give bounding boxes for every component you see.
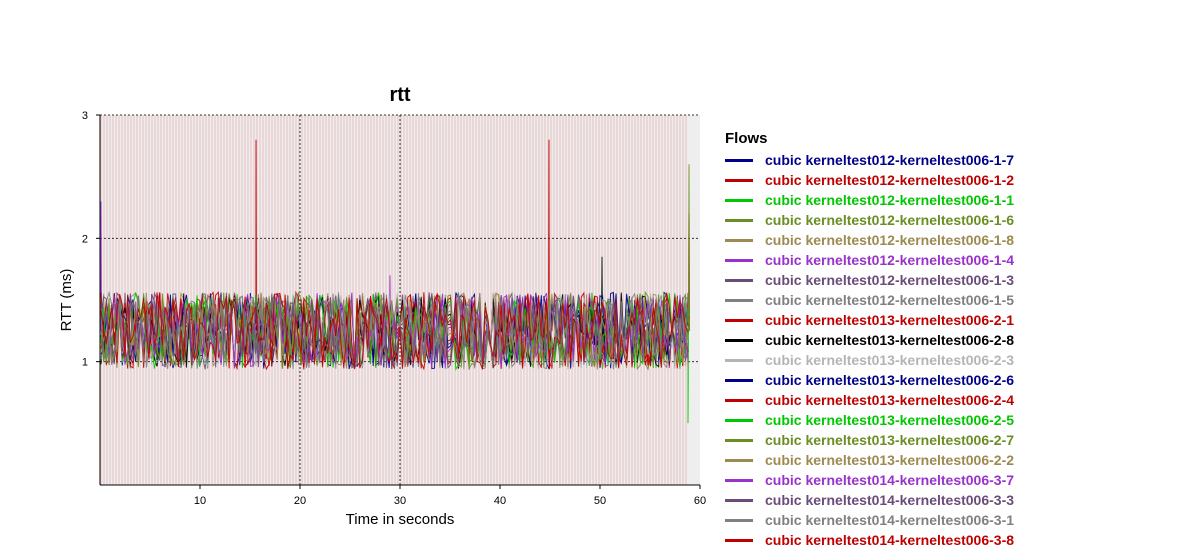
legend-swatch bbox=[725, 378, 753, 382]
x-tick-label-50: 50 bbox=[594, 495, 606, 507]
legend-items: cubic kerneltest012-kerneltest006-1-7 cub… bbox=[725, 150, 1195, 550]
legend-label: cubic kerneltest014-kerneltest006-3-3 bbox=[765, 492, 1015, 508]
legend-label: cubic kerneltest013-kerneltest006-2-3 bbox=[765, 352, 1015, 368]
series-line-19 bbox=[100, 292, 689, 370]
legend-item: cubic kerneltest014-kerneltest006-3-8 bbox=[725, 530, 1195, 550]
legend-item: cubic kerneltest013-kerneltest006-2-4 bbox=[725, 390, 1195, 410]
legend-item: cubic kerneltest014-kerneltest006-3-1 bbox=[725, 510, 1195, 530]
legend-label: cubic kerneltest012-kerneltest006-1-8 bbox=[765, 232, 1015, 248]
legend-swatch bbox=[725, 278, 753, 282]
legend-item: cubic kerneltest013-kerneltest006-2-7 bbox=[725, 430, 1195, 450]
legend: Flows cubic kerneltest012-kerneltest006-… bbox=[725, 128, 1195, 550]
legend-label: cubic kerneltest013-kerneltest006-2-1 bbox=[765, 312, 1015, 328]
tick-labels: 10 20 30 40 50 60 1 2 3 bbox=[82, 110, 706, 507]
series-layer bbox=[100, 139, 690, 424]
legend-label: cubic kerneltest014-kerneltest006-3-1 bbox=[765, 512, 1015, 528]
legend-swatch bbox=[725, 158, 753, 162]
legend-swatch bbox=[725, 218, 753, 222]
legend-item: cubic kerneltest013-kerneltest006-2-1 bbox=[725, 310, 1195, 330]
legend-swatch bbox=[725, 438, 753, 442]
legend-label: cubic kerneltest012-kerneltest006-1-7 bbox=[765, 152, 1015, 168]
legend-label: cubic kerneltest012-kerneltest006-1-4 bbox=[765, 252, 1015, 268]
legend-swatch bbox=[725, 358, 753, 362]
legend-title: Flows bbox=[725, 130, 768, 147]
legend-item: cubic kerneltest013-kerneltest006-2-5 bbox=[725, 410, 1195, 430]
legend-swatch bbox=[725, 178, 753, 182]
legend-swatch bbox=[725, 198, 753, 202]
legend-label: cubic kerneltest014-kerneltest006-3-8 bbox=[765, 532, 1015, 548]
x-axis-label: Time in seconds bbox=[346, 511, 455, 528]
legend-label: cubic kerneltest012-kerneltest006-1-6 bbox=[765, 212, 1015, 228]
legend-swatch bbox=[725, 518, 753, 522]
chart-title: rtt bbox=[389, 84, 410, 106]
legend-item: cubic kerneltest012-kerneltest006-1-6 bbox=[725, 210, 1195, 230]
legend-swatch bbox=[725, 298, 753, 302]
legend-item: cubic kerneltest013-kerneltest006-2-3 bbox=[725, 350, 1195, 370]
legend-label: cubic kerneltest014-kerneltest006-3-7 bbox=[765, 472, 1015, 488]
legend-item: cubic kerneltest014-kerneltest006-3-3 bbox=[725, 490, 1195, 510]
legend-item: cubic kerneltest012-kerneltest006-1-5 bbox=[725, 290, 1195, 310]
x-tick-label-20: 20 bbox=[294, 495, 306, 507]
legend-item: cubic kerneltest012-kerneltest006-1-4 bbox=[725, 250, 1195, 270]
legend-label: cubic kerneltest013-kerneltest006-2-7 bbox=[765, 432, 1015, 448]
x-tick-label-10: 10 bbox=[194, 495, 206, 507]
legend-label: cubic kerneltest013-kerneltest006-2-2 bbox=[765, 452, 1015, 468]
legend-swatch bbox=[725, 538, 753, 542]
legend-item: cubic kerneltest012-kerneltest006-1-3 bbox=[725, 270, 1195, 290]
legend-item: cubic kerneltest012-kerneltest006-1-8 bbox=[725, 230, 1195, 250]
legend-label: cubic kerneltest012-kerneltest006-1-1 bbox=[765, 192, 1015, 208]
series-line-18 bbox=[100, 291, 689, 369]
legend-label: cubic kerneltest013-kerneltest006-2-8 bbox=[765, 332, 1015, 348]
legend-swatch bbox=[725, 338, 753, 342]
legend-label: cubic kerneltest013-kerneltest006-2-6 bbox=[765, 372, 1015, 388]
legend-swatch bbox=[725, 258, 753, 262]
legend-swatch bbox=[725, 478, 753, 482]
legend-swatch bbox=[725, 498, 753, 502]
legend-swatch bbox=[725, 458, 753, 462]
y-tick-label-3: 3 bbox=[82, 110, 88, 122]
legend-item: cubic kerneltest013-kerneltest006-2-6 bbox=[725, 370, 1195, 390]
legend-label: cubic kerneltest013-kerneltest006-2-4 bbox=[765, 392, 1015, 408]
legend-item: cubic kerneltest012-kerneltest006-1-7 bbox=[725, 150, 1195, 170]
legend-label: cubic kerneltest012-kerneltest006-1-2 bbox=[765, 172, 1015, 188]
x-tick-label-30: 30 bbox=[394, 495, 406, 507]
legend-item: cubic kerneltest013-kerneltest006-2-8 bbox=[725, 330, 1195, 350]
legend-label: cubic kerneltest013-kerneltest006-2-5 bbox=[765, 412, 1015, 428]
x-tick-label-60: 60 bbox=[694, 495, 706, 507]
legend-label: cubic kerneltest012-kerneltest006-1-3 bbox=[765, 272, 1015, 288]
x-tick-label-40: 40 bbox=[494, 495, 506, 507]
legend-swatch bbox=[725, 238, 753, 242]
y-axis-label: RTT (ms) bbox=[58, 269, 75, 332]
legend-item: cubic kerneltest012-kerneltest006-1-1 bbox=[725, 190, 1195, 210]
legend-swatch bbox=[725, 398, 753, 402]
legend-swatch bbox=[725, 318, 753, 322]
y-tick-label-2: 2 bbox=[82, 233, 88, 245]
legend-item: cubic kerneltest012-kerneltest006-1-2 bbox=[725, 170, 1195, 190]
legend-label: cubic kerneltest012-kerneltest006-1-5 bbox=[765, 292, 1015, 308]
series-line-20 bbox=[100, 291, 689, 370]
y-tick-label-1: 1 bbox=[82, 357, 88, 369]
legend-item: cubic kerneltest014-kerneltest006-3-7 bbox=[725, 470, 1195, 490]
legend-item: cubic kerneltest013-kerneltest006-2-2 bbox=[725, 450, 1195, 470]
legend-swatch bbox=[725, 418, 753, 422]
